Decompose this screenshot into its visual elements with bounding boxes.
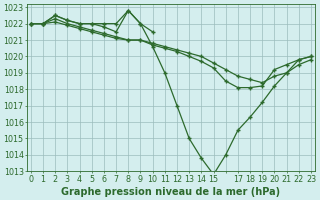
X-axis label: Graphe pression niveau de la mer (hPa): Graphe pression niveau de la mer (hPa): [61, 187, 280, 197]
